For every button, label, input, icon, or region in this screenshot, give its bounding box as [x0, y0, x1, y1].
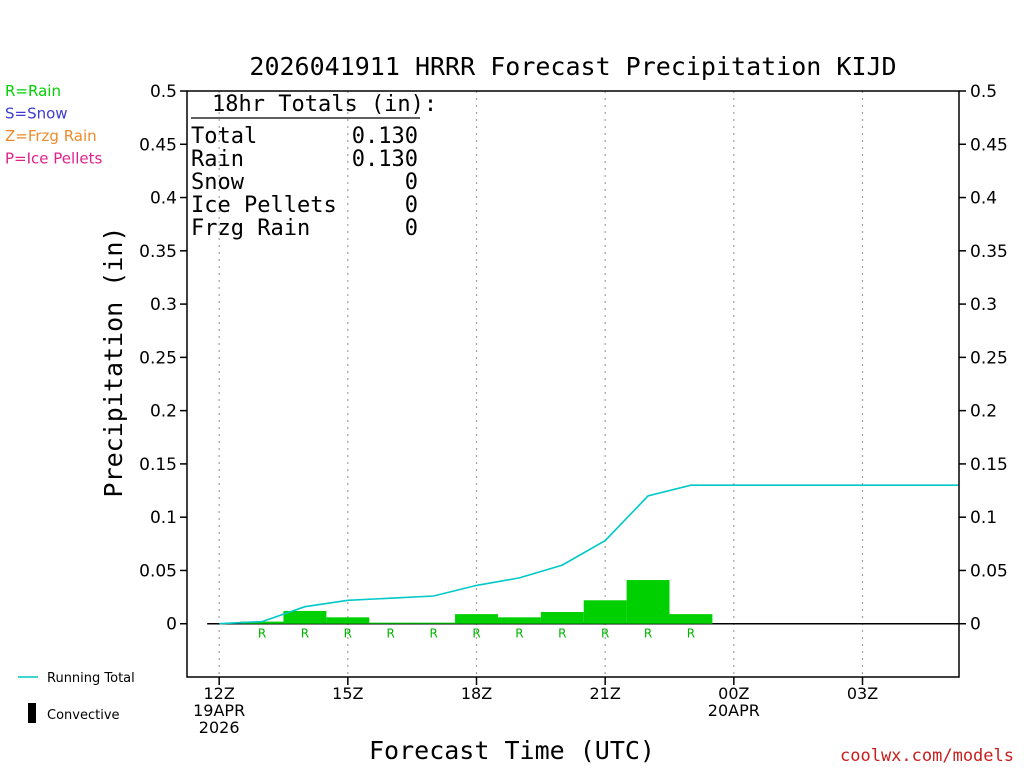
convective-legend-swatch: [28, 703, 36, 723]
x-tick-label: 18Z: [461, 684, 492, 703]
running-total-line: [219, 484, 959, 625]
rain-bar: [455, 614, 498, 624]
y-tick-label-right: 0.5: [970, 82, 997, 102]
y-tick-label-right: 0.15: [970, 455, 1008, 475]
x-tick-label: 00Z: [718, 684, 749, 703]
y-tick-label-right: 0.4: [970, 189, 997, 209]
totals-row-label: Rain: [191, 147, 244, 172]
y-tick-label-right: 0.35: [970, 242, 1008, 262]
x-tick-label: 03Z: [847, 684, 878, 703]
precip-type-label: R: [429, 627, 437, 641]
precip-type-legend: R=Rain S=Snow Z=Frzg Rain P=Ice Pellets: [5, 82, 102, 168]
totals-rows: Total 0.130 Rain 0.130 Snow 0 Ice Pellets 0 Frzg…: [191, 124, 418, 241]
y-tick-label-right: 0.05: [970, 561, 1008, 581]
bars: [240, 580, 713, 624]
precip-type-label: R: [387, 627, 395, 641]
chart-title: 2026041911 HRRR Forecast Precipitation K…: [249, 52, 896, 81]
precip-type-label: R: [644, 627, 652, 641]
precip-type-label: R: [687, 627, 695, 641]
y-tick-label-left: 0.1: [150, 508, 177, 528]
totals-row-value: 0.130: [352, 147, 418, 172]
type-legend-item: S=Snow: [5, 105, 68, 123]
totals-row-value: 0: [405, 216, 418, 241]
y-tick-label-left: 0.4: [150, 189, 177, 209]
running-total-layer: [219, 484, 959, 625]
totals-row-label: Snow: [191, 170, 245, 195]
rain-bar: [240, 621, 284, 624]
totals-header: 18hr Totals (in):: [212, 92, 437, 117]
y-tick-label-right: 0.25: [970, 348, 1008, 368]
y-tick-label-right: 0.45: [970, 135, 1008, 155]
running-total-legend-label: Running Total: [47, 671, 135, 686]
rain-bar: [669, 614, 713, 624]
y-tick-label-left: 0: [166, 615, 177, 635]
y-axis-title: Precipitation (in): [99, 227, 128, 498]
y-tick-label-left: 0.45: [139, 135, 177, 155]
site-credit: coolwx.com/models: [840, 746, 1014, 766]
totals-row-value: 0: [405, 170, 418, 195]
y-tick-label-left: 0.3: [150, 295, 177, 315]
x-tick-label: 19APR: [193, 701, 245, 720]
y-tick-label-left: 0.5: [150, 82, 177, 102]
type-legend-item: R=Rain: [5, 82, 61, 100]
y-tick-label-left: 0.2: [150, 402, 177, 422]
rain-bar: [412, 622, 456, 624]
totals-row-label: Total: [191, 124, 257, 149]
y-axis-right: 0 0.05 0.1 0.15 0.2 0.25 0.3 0.35 0.4 0.45 0.5: [959, 82, 1008, 635]
y-tick-label-right: 0.3: [970, 295, 997, 315]
totals-row-label: Ice Pellets: [191, 193, 337, 218]
rain-bar: [283, 610, 327, 624]
precip-type-label: R: [515, 627, 523, 641]
plot-frame: [186, 90, 960, 678]
y-tick-label-left: 0.15: [139, 455, 177, 475]
x-tick-label: 2026: [199, 718, 240, 737]
rain-bar: [540, 612, 584, 624]
type-legend-item: Z=Frzg Rain: [5, 127, 97, 145]
totals-box: 18hr Totals (in): Total 0.130 Rain 0.130 Sno…: [191, 92, 437, 241]
precip-type-label: R: [601, 627, 609, 641]
x-axis-title: Forecast Time (UTC): [369, 736, 655, 765]
convective-legend-label: Convective: [47, 708, 120, 723]
precip-type-label: R: [258, 627, 266, 641]
y-axis-left: 0 0.05 0.1 0.15 0.2 0.25 0.3 0.35 0.4 0.45 0.5: [139, 82, 187, 635]
bottom-legend: Running Total Convective: [18, 671, 135, 723]
rain-bar: [497, 617, 541, 624]
rain-bar: [626, 580, 670, 624]
x-tick-label: 20APR: [708, 701, 760, 720]
precip-type-label: R: [344, 627, 352, 641]
y-tick-label-right: 0: [970, 615, 981, 635]
x-tick-label: 15Z: [332, 684, 363, 703]
rain-bar: [326, 617, 370, 624]
x-gridlines: [207, 91, 959, 677]
y-tick-label-left: 0.05: [139, 561, 177, 581]
type-legend-item: P=Ice Pellets: [5, 150, 102, 168]
rain-bar: [583, 600, 627, 624]
totals-row-value: 0: [405, 193, 418, 218]
totals-row-label: Frzg Rain: [191, 216, 310, 241]
y-tick-label-right: 0.1: [970, 508, 997, 528]
y-tick-label-left: 0.35: [139, 242, 177, 262]
x-tick-label: 12Z: [204, 684, 235, 703]
precip-type-label: R: [301, 627, 309, 641]
y-tick-label-right: 0.2: [970, 402, 997, 422]
precip-type-label: R: [472, 627, 480, 641]
x-tick-label: 21Z: [590, 684, 621, 703]
y-tick-label-left: 0.25: [139, 348, 177, 368]
precip-type-label: R: [558, 627, 566, 641]
totals-row-value: 0.130: [352, 124, 418, 149]
rain-bar: [369, 622, 413, 624]
